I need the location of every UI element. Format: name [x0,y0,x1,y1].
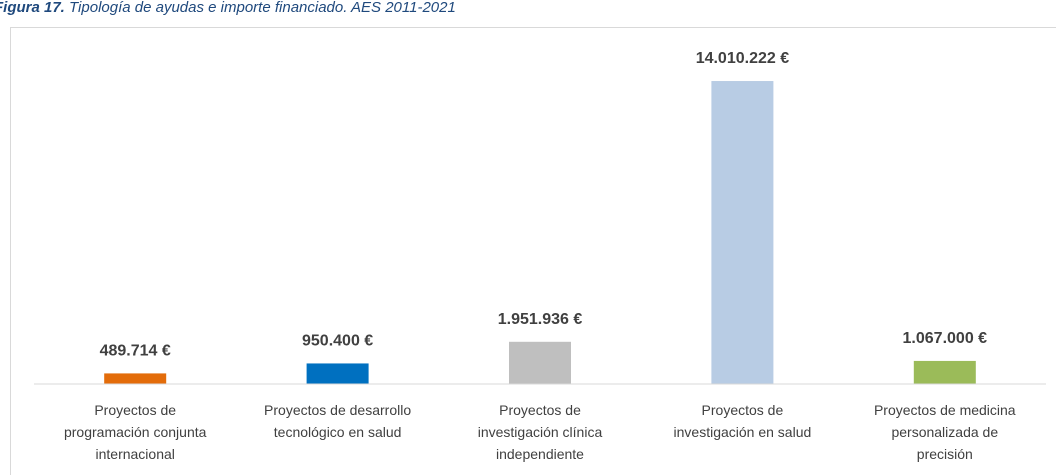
chart-frame [10,27,1056,475]
bar [509,341,571,384]
x-tick-label: Proyectos de medicina personalizada de pre… [874,402,1016,462]
chart-title: Figura 17. Tipología de ayudas e importe… [0,0,456,16]
title-label: Figura 17. [0,0,65,16]
data-label: 489.714 € [100,343,171,360]
bar [913,360,976,384]
data-label: 14.010.222 € [696,50,790,67]
title-text: Tipología de ayudas e importe financiado… [69,0,456,16]
data-label: 1.067.000 € [903,330,988,347]
x-tick-label: Proyectos de investigación clínica indepen… [478,402,603,462]
x-tick-label: Proyectos de programación conjunta interna… [64,402,207,462]
x-tick-label: Proyectos de desarrollo tecnológico en sa… [264,402,411,440]
data-label: 1.951.936 € [498,311,583,328]
bar [104,373,167,384]
bar [306,363,369,384]
x-tick-label: Proyectos de investigación en salud [674,402,812,440]
data-label: 950.400 € [302,333,373,350]
bar [711,81,774,385]
